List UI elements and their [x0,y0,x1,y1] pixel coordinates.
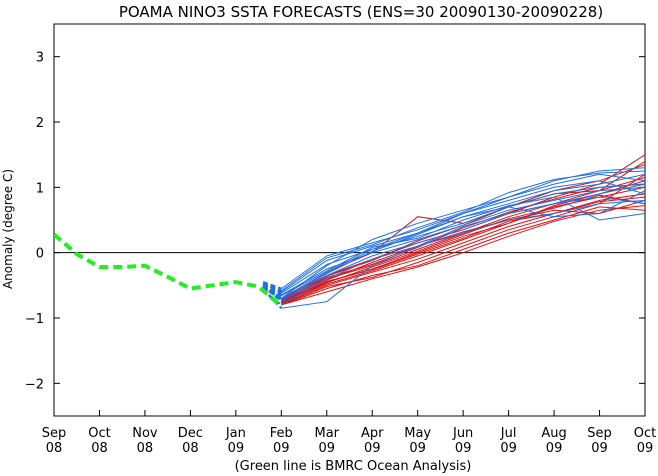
blue-ensemble-lead-segment [262,281,282,290]
blue-ensemble-line [281,183,645,309]
x-tick-label-year: 09 [500,441,517,456]
x-tick-label-month: Sep [587,426,612,441]
blue-ensemble-line [281,170,645,292]
y-tick-label: −1 [25,312,44,327]
blue-ensemble-line [281,180,645,299]
x-tick-label-year: 08 [137,441,154,456]
x-tick-label-month: Feb [270,426,293,441]
red-ensemble-line [281,205,645,306]
blue-ensemble-line [281,196,645,297]
red-ensemble-line [281,173,645,305]
red-ensemble-line [281,180,645,303]
y-axis-label: Anomaly (degree C) [1,169,15,289]
x-tick-label-year: 09 [318,441,335,456]
x-tick-label-month: Oct [634,426,656,441]
y-tick-label: 3 [36,51,44,66]
x-tick-label-month: Jul [500,426,517,441]
x-tick-label-month: Nov [132,426,158,441]
x-tick-label-month: Mar [315,426,340,441]
y-tick-label: −2 [25,377,44,392]
x-tick-label-year: 08 [182,441,199,456]
x-tick-label-month: Sep [42,426,67,441]
plot-frame [53,23,646,417]
plot-area: 3210−1−2Sep08Oct08Nov08Dec08Jan09Feb09Ma… [25,23,656,456]
x-tick-label-year: 09 [591,441,608,456]
x-tick-label-year: 08 [91,441,108,456]
x-tick-label-year: 09 [273,441,290,456]
blue-ensemble-line [281,199,645,306]
x-tick-label-month: Jan [225,426,246,441]
x-tick-label-year: 09 [364,441,381,456]
x-tick-label-month: Aug [541,426,566,441]
x-tick-label-month: Apr [361,426,384,441]
blue-ensemble-lead-segment [262,286,282,301]
red-ensemble-line [281,193,645,305]
x-tick-label-month: Dec [178,426,203,441]
analysis-line [54,232,283,308]
x-axis-footnote: (Green line is BMRC Ocean Analysis) [235,459,472,474]
x-tick-label-year: 08 [46,441,63,456]
blue-ensemble-line [281,190,645,301]
blue-ensemble-line [281,183,645,294]
x-tick-label-year: 09 [228,441,245,456]
x-tick-label-year: 09 [409,441,426,456]
x-tick-label-year: 09 [637,441,654,456]
x-tick-label-year: 09 [546,441,563,456]
y-tick-label: 1 [36,181,44,196]
blue-ensemble-line [281,196,645,303]
y-tick-label: 2 [36,116,44,131]
x-tick-label-year: 09 [455,441,472,456]
red-ensemble-line [281,196,645,303]
x-tick-label-month: May [404,426,431,441]
blue-ensemble-line [281,167,645,299]
y-tick-label: 0 [36,247,44,262]
red-ensemble-line [281,206,645,306]
x-tick-label-month: Oct [88,426,110,441]
blue-ensemble-lead-segment [262,282,282,292]
x-tick-label-month: Jun [452,426,473,441]
series-group [54,154,645,309]
chart-title: POAMA NINO3 SSTA FORECASTS (ENS=30 20090… [119,3,603,21]
